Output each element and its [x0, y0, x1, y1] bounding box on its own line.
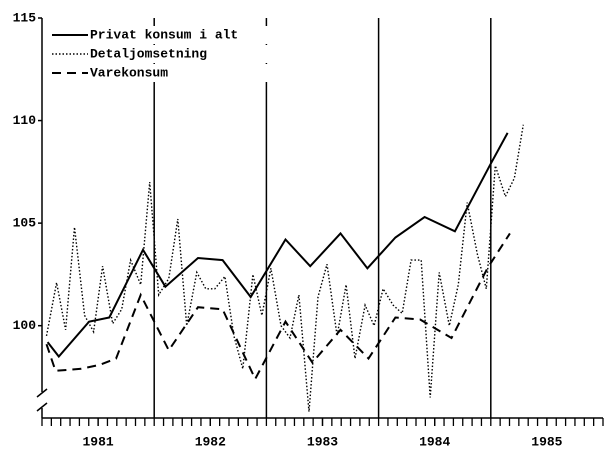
legend-label: Privat konsum i alt [90, 27, 238, 42]
x-tick-label: 1984 [419, 434, 450, 449]
series-line [45, 124, 524, 412]
axis-break [36, 388, 48, 398]
x-tick-label: 1985 [531, 434, 562, 449]
x-tick-label: 1981 [82, 434, 113, 449]
legend-bg [48, 64, 278, 82]
y-tick-label: 100 [13, 318, 37, 333]
x-tick-label: 1982 [195, 434, 226, 449]
y-tick-label: 115 [13, 10, 37, 25]
legend-label: Varekonsum [90, 65, 168, 80]
legend-label: Detaljomsetning [90, 46, 207, 61]
series-line [45, 232, 511, 382]
legend-bg [48, 45, 278, 63]
legend-bg [48, 26, 278, 44]
y-tick-label: 110 [13, 113, 37, 128]
axis-break [36, 402, 48, 412]
series-line [46, 132, 509, 359]
y-tick-label: 105 [13, 216, 37, 231]
x-tick-label: 1983 [307, 434, 338, 449]
